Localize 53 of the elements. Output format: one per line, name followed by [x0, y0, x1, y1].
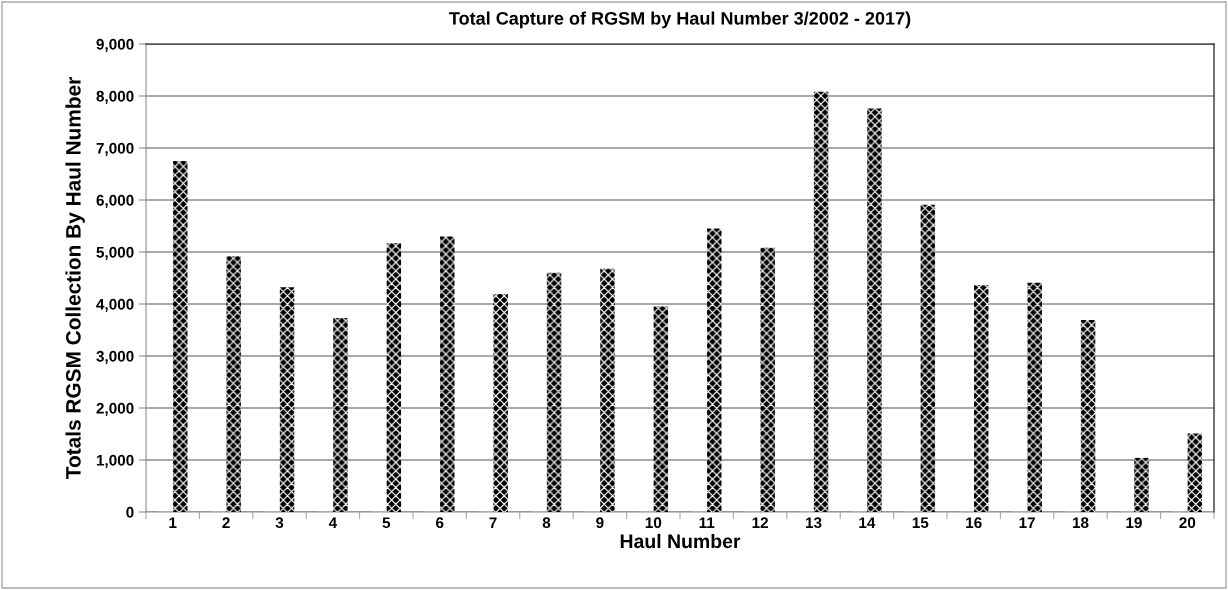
- bar: [1027, 282, 1042, 512]
- x-tick-label: 11: [699, 517, 715, 528]
- x-tick-label: 17: [1019, 517, 1035, 528]
- bar: [493, 294, 508, 512]
- y-tick-label: 7,000: [96, 142, 134, 156]
- x-tick-label: 1: [169, 517, 177, 528]
- y-tick-label: 2,000: [96, 402, 134, 416]
- bar: [1187, 433, 1203, 512]
- bar: [1134, 457, 1149, 512]
- bar: [600, 268, 615, 512]
- y-tick-label: 6,000: [96, 194, 134, 208]
- x-tick-label: 8: [542, 517, 551, 529]
- x-tick-label: 16: [966, 517, 982, 529]
- x-tick-label: 14: [859, 517, 876, 528]
- bar: [920, 204, 936, 512]
- x-axis-title: Haul Number: [620, 533, 741, 549]
- y-axis-title: Totals RGSM Collection By Haul Number: [65, 77, 85, 479]
- bar: [226, 256, 241, 512]
- x-tick-label: 20: [1179, 517, 1196, 529]
- x-tick-label: 19: [1126, 517, 1142, 529]
- x-tick-label: 3: [275, 517, 284, 529]
- bar: [440, 236, 455, 512]
- bar: [1080, 320, 1096, 512]
- x-tick-label: 2: [222, 517, 230, 528]
- chart-title: Total Capture of RGSM by Haul Number 3/2002 - 2017): [449, 11, 911, 29]
- y-tick-label: 3,000: [96, 350, 134, 364]
- y-tick-label: 1,000: [96, 454, 134, 468]
- x-tick-label: 15: [912, 517, 929, 529]
- y-tick-label: 8,000: [96, 90, 134, 104]
- y-tick-label: 5,000: [96, 246, 134, 260]
- x-tick-label: 18: [1072, 517, 1089, 529]
- bar: [173, 161, 188, 512]
- bar: [546, 272, 562, 512]
- x-tick-label: 5: [382, 517, 391, 529]
- x-tick-label: 13: [805, 517, 822, 529]
- y-tick-label: 4,000: [96, 298, 134, 312]
- y-tick-label: 9,000: [96, 38, 134, 52]
- bar: [386, 243, 402, 512]
- bar: [760, 247, 775, 512]
- bar: [279, 287, 295, 512]
- x-tick-label: 12: [752, 517, 768, 528]
- x-tick-label: 7: [489, 517, 497, 528]
- bar: [653, 306, 669, 512]
- x-tick-label: 4: [328, 517, 338, 528]
- x-tick-label: 6: [436, 517, 444, 529]
- x-tick-label: 10: [645, 517, 662, 529]
- bar: [707, 228, 722, 512]
- bar: [813, 91, 829, 512]
- bar: [333, 318, 348, 512]
- x-tick-label: 9: [596, 517, 604, 529]
- bar: [974, 285, 989, 512]
- bar: [867, 108, 882, 512]
- y-tick-label: 0: [126, 506, 134, 518]
